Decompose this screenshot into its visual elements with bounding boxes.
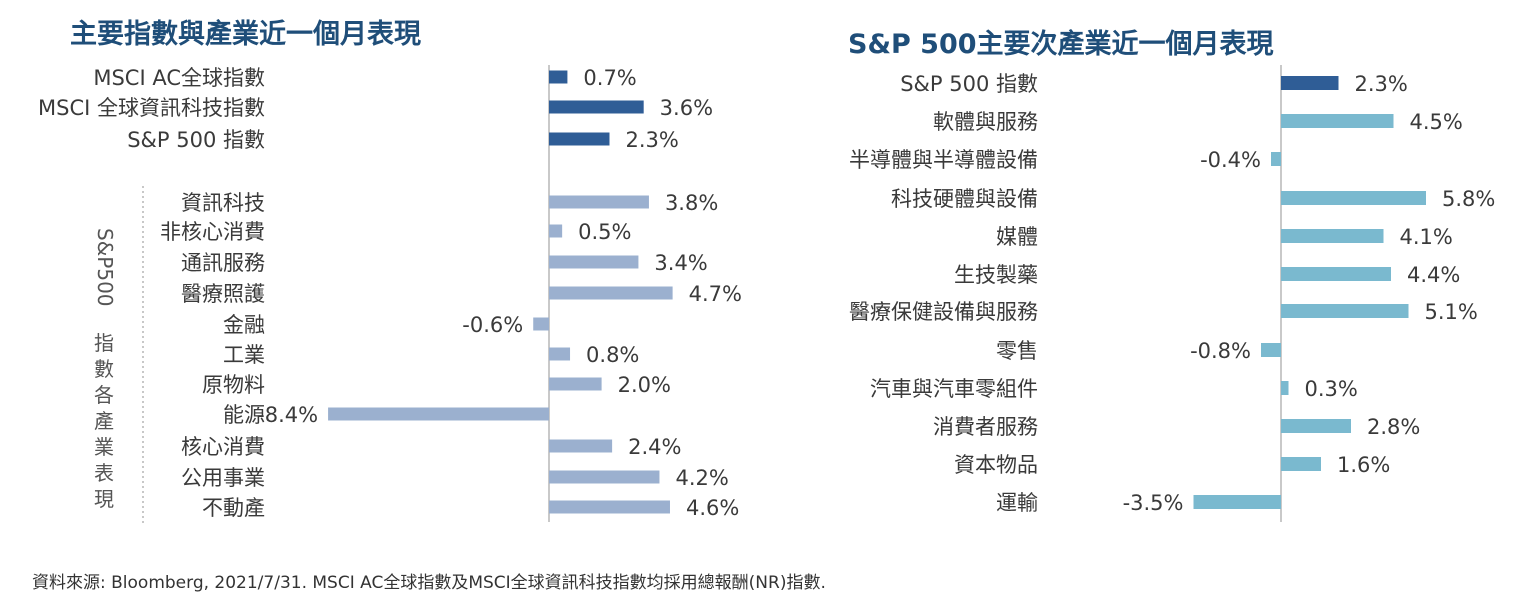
left-bar	[549, 132, 610, 146]
left-category-label: S&P 500 指數	[127, 128, 265, 152]
left-data-label: 0.8%	[586, 343, 639, 367]
left-bar	[533, 317, 549, 331]
right-data-label: -3.5%	[1123, 491, 1184, 515]
right-data-label: -0.8%	[1190, 339, 1251, 363]
left-bar	[549, 100, 644, 114]
right-data-label: 0.3%	[1305, 377, 1358, 401]
right-chart-title: S&P 500主要次產業近一個月表現	[848, 29, 1274, 60]
right-data-label: 5.8%	[1442, 187, 1495, 211]
left-bar	[549, 255, 639, 269]
left-bar	[549, 500, 670, 514]
left-bar	[328, 407, 549, 421]
left-data-label: -0.6%	[462, 313, 523, 337]
right-category-label: 半導體與半導體設備	[849, 148, 1038, 172]
left-category-label: 能源	[223, 403, 265, 427]
left-data-label: 4.6%	[686, 496, 739, 520]
left-category-label: 金融	[223, 313, 265, 337]
left-category-label: 非核心消費	[160, 220, 265, 244]
left-bar	[549, 195, 649, 209]
left-data-label: 2.3%	[625, 128, 678, 152]
right-category-label: 媒體	[996, 225, 1038, 249]
right-data-label: 4.5%	[1410, 110, 1463, 134]
left-category-label: 通訊服務	[181, 251, 265, 275]
left-data-label: 3.6%	[660, 96, 713, 120]
left-category-label: MSCI 全球資訊科技指數	[38, 96, 265, 120]
right-bar	[1281, 381, 1289, 395]
left-category-label: 原物料	[202, 373, 265, 397]
left-category-label: 醫療照護	[181, 282, 265, 306]
right-bar	[1281, 419, 1351, 433]
left-category-label: MSCI AC全球指數	[93, 66, 265, 90]
left-category-label: 公用事業	[181, 466, 265, 490]
left-bar	[549, 286, 673, 300]
left-chart-title: 主要指數與產業近一個月表現	[70, 19, 421, 50]
left-bar	[549, 347, 571, 361]
left-data-label: 4.7%	[689, 282, 742, 306]
left-category-label: 不動產	[202, 496, 265, 520]
right-data-label: 1.6%	[1337, 453, 1390, 477]
right-bar	[1281, 267, 1391, 281]
charts-canvas: MSCI AC全球指數 0.7% MSCI 全球資訊科技指數 3.6% S&P 500 …	[38, 65, 1495, 525]
left-bar	[549, 70, 568, 84]
right-category-label: 科技硬體與設備	[891, 187, 1038, 211]
right-data-label: 4.1%	[1400, 225, 1453, 249]
right-bar	[1281, 114, 1394, 128]
right-bar	[1261, 343, 1281, 357]
left-data-label: 0.7%	[583, 66, 636, 90]
right-category-label: 消費者服務	[933, 415, 1038, 439]
right-category-label: 資本物品	[954, 453, 1038, 477]
left-category-label: 資訊科技	[181, 191, 265, 215]
left-category-label: 核心消費	[181, 435, 265, 459]
source-note: 資料來源: Bloomberg, 2021/7/31. MSCI AC全球指數及…	[32, 573, 826, 593]
sector-group-label-cjk: 指數各產業表現	[94, 331, 114, 511]
right-bar	[1281, 191, 1426, 205]
right-data-label: -0.4%	[1200, 148, 1261, 172]
right-category-label: S&P 500 指數	[900, 72, 1038, 96]
right-category-label: 汽車與汽車零組件	[870, 377, 1038, 401]
left-data-label: 2.4%	[628, 435, 681, 459]
right-data-label: 2.3%	[1355, 72, 1408, 96]
left-data-label: -8.4%	[257, 403, 318, 427]
left-data-label: 0.5%	[578, 220, 631, 244]
right-data-label: 4.4%	[1407, 263, 1460, 287]
right-category-label: 生技製藥	[954, 263, 1038, 287]
right-category-label: 零售	[996, 339, 1038, 363]
right-bar	[1271, 152, 1281, 166]
right-bar	[1281, 457, 1321, 471]
left-category-label: 工業	[223, 343, 265, 367]
right-category-label: 醫療保健設備與服務	[849, 300, 1038, 324]
right-category-label: 運輸	[996, 491, 1038, 515]
right-bar	[1281, 229, 1384, 243]
right-data-label: 5.1%	[1425, 300, 1478, 324]
left-data-label: 3.4%	[654, 251, 707, 275]
left-data-label: 4.2%	[675, 466, 728, 490]
left-data-label: 2.0%	[618, 373, 671, 397]
right-data-label: 2.8%	[1367, 415, 1420, 439]
left-bar	[549, 470, 660, 484]
right-bar	[1193, 495, 1281, 509]
left-bar	[549, 439, 613, 453]
right-bar	[1281, 76, 1339, 90]
left-data-label: 3.8%	[665, 191, 718, 215]
right-bar	[1281, 304, 1409, 318]
right-category-label: 軟體與服務	[933, 110, 1038, 134]
sector-group-label-latin: S&P500	[93, 228, 117, 307]
left-bar	[549, 224, 563, 238]
left-bar	[549, 377, 602, 391]
